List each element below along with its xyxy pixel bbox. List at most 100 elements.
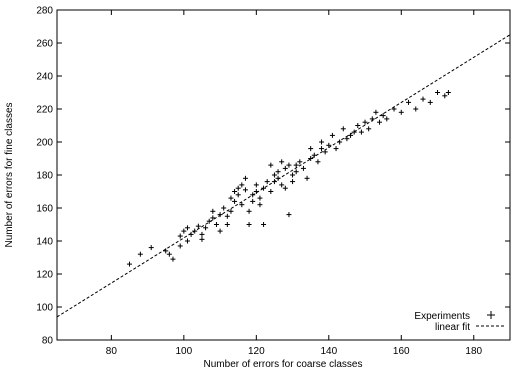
data-point [290,179,296,185]
data-point [351,129,357,135]
y-axis-ticks: 80 100 120 140 160 180 200 220 240 260 280 [36,6,510,347]
data-point [304,175,310,181]
data-point [268,189,274,194]
y-tick-label: 200 [36,138,53,149]
data-point [293,169,299,175]
x-tick-label: 80 [106,346,118,357]
data-point [355,123,361,128]
data-point [170,256,176,262]
linear-fit-layer [56,34,511,318]
data-point [199,236,205,242]
y-tick-label: 140 [36,237,53,248]
data-point [308,156,314,161]
y-tick-label: 180 [36,171,53,182]
data-point [137,251,143,257]
data-point [184,225,190,231]
data-point [217,228,223,234]
data-point [282,165,288,171]
data-point [271,172,277,178]
data-point [398,109,404,115]
data-point [366,126,372,132]
x-tick-label: 100 [175,346,192,357]
data-point [290,172,296,178]
data-point [340,126,346,132]
data-point [177,233,183,239]
data-point [319,146,325,152]
data-point [253,189,259,194]
data-point [250,198,256,204]
data-point [369,116,375,122]
data-point [239,202,245,208]
experiment-points-layer [126,90,451,267]
data-point [257,202,263,208]
data-point [221,205,227,211]
data-point [228,195,234,201]
data-point [384,116,390,122]
data-point [300,165,306,171]
data-point [195,223,201,229]
data-point [166,251,172,257]
data-point [293,162,299,168]
data-point [286,162,292,168]
x-tick-label: 120 [248,346,265,357]
data-point [297,159,303,165]
data-point [279,182,285,188]
y-tick-label: 280 [36,6,53,17]
data-point [329,132,335,138]
y-tick-label: 220 [36,105,53,116]
data-point [333,146,339,152]
linear-fit-line [56,34,511,318]
data-point [235,192,241,198]
data-point [257,195,263,201]
data-point [242,175,248,181]
data-point [282,185,288,191]
x-axis-label: Number of errors for coarse classes [204,359,363,370]
data-point [224,213,230,219]
data-point [435,90,441,95]
y-tick-label: 260 [36,39,53,50]
data-point [337,139,343,145]
data-point [239,182,245,188]
data-point [275,175,281,181]
data-point [210,208,216,214]
data-point [210,215,216,221]
data-point [261,222,267,227]
data-point [213,222,219,227]
y-tick-label: 120 [36,270,53,281]
data-point [311,152,317,158]
data-point [177,243,183,249]
data-point [279,159,285,165]
data-point [235,185,241,191]
data-point [308,146,314,152]
data-point [358,129,364,135]
data-point [427,99,433,105]
legend-label-experiments: Experiments [414,311,470,322]
data-point [148,245,154,251]
data-point [406,99,412,105]
legend: Experiments linear fit [414,311,506,333]
data-point [250,192,256,198]
data-point [188,231,194,237]
data-point [377,119,383,125]
data-point [420,96,426,102]
data-point [326,142,332,148]
data-point [181,228,187,234]
y-tick-label: 240 [36,72,53,83]
data-point [261,185,267,191]
data-point [380,113,386,119]
data-point [391,106,397,112]
data-point [126,261,132,267]
y-tick-label: 80 [42,336,54,347]
x-tick-label: 180 [465,346,482,357]
x-axis-ticks: 80 100 120 140 160 180 [106,10,483,357]
data-point [206,218,212,224]
data-point [163,248,169,254]
y-tick-label: 160 [36,204,53,215]
data-point [362,119,368,125]
data-point [224,222,230,227]
data-point [373,109,379,115]
data-point [413,106,419,112]
data-point [228,208,234,214]
data-point [271,179,277,185]
